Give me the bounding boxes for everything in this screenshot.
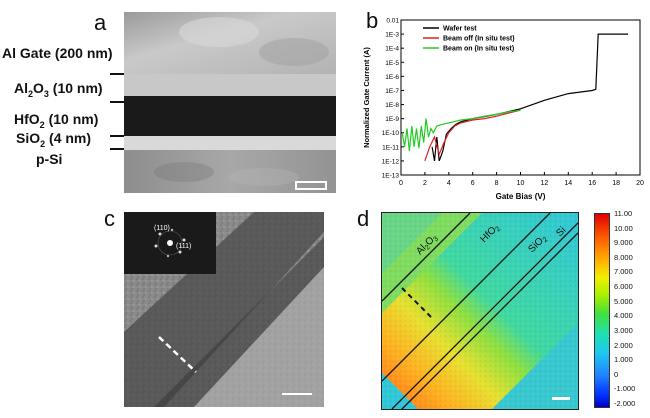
legend-entry: Beam off (In situ test) [443,36,515,43]
colorbar-label: 3.000 [614,325,633,335]
x-tick-label: 18 [612,180,620,187]
x-tick-label: 10 [517,180,525,187]
y-tick-label: 1E-5 [385,60,399,67]
tem-image-a [124,12,336,193]
panel-c-letter: c [104,206,115,231]
y-tick-label: 1E-8 [385,102,399,109]
series-line [431,33,628,162]
layer-tick [110,101,124,103]
colorbar-label: 2.000 [614,340,633,350]
colorbar-label: 6.000 [614,282,633,292]
x-tick-label: 12 [541,180,549,187]
y-tick-label: 1E-7 [385,88,399,95]
y-tick-label: 1E-13 [382,173,400,180]
colorbar-label: -1.000 [614,384,636,394]
x-tick-label: 2 [423,180,427,187]
layer-tick [110,73,124,75]
colorbar-label: 1.000 [614,355,633,365]
y-tick-label: 1E-9 [385,116,399,123]
legend-entry: Beam on (In situ test) [443,46,514,53]
hrtem-image-c-graphic: (110) (111) [124,212,324,407]
x-tick-label: 4 [447,180,451,187]
y-axis-label: Normalized Gate Current (A) [362,47,371,148]
colorbar-label: -2.000 [614,399,636,408]
plot-frame [400,19,641,176]
colorbar-label: 7.000 [614,267,633,277]
hrtem-image-c: (110) (111) [124,212,324,407]
eels-map-d-graphic: Al2O3 HfO2 SiO2 Si [382,213,578,409]
gate-current-chart: 0 2 4 6 8 10 12 14 16 18 20 1E-13 1E-12 1E-11 1E-10 1E-… [362,18,644,202]
colorbar-label: 8.000 [614,252,633,262]
legend-entry: Wafer test [443,26,477,33]
fft-label-110: (110) [154,225,170,232]
colorbar-label: 5.000 [614,296,633,306]
colorbar-label: 4.000 [614,311,633,321]
y-tick-label: 1E-10 [382,130,400,137]
eels-map-d: Al2O3 HfO2 SiO2 Si [381,212,579,410]
x-tick-label: 0 [399,180,403,187]
colorbar [594,213,610,408]
series-line [424,109,521,162]
y-tick-label: 1E-6 [385,74,399,81]
tem-image-a-graphic [124,12,336,193]
layer-label-sio2: SiO2 (4 nm) [16,130,92,149]
colorbar-label: 10.00 [614,223,633,233]
colorbar-label: 9.000 [614,238,633,248]
layer-tick [110,135,124,137]
x-tick-label: 20 [636,180,644,187]
layer-label-al-gate: Al Gate (200 nm) [2,45,113,61]
layer-label-p-si: p-Si [36,151,63,167]
x-tick-label: 16 [588,180,596,187]
x-tick-label: 6 [471,180,475,187]
fft-label-111: (111) [176,243,191,250]
x-tick-label: 8 [495,180,499,187]
colorbar-label: 11.00 [614,209,633,218]
region-label-al2o3: Al2O3 [414,232,440,258]
y-tick-label: 1E-3 [385,32,399,39]
y-tick-label: 1E-11 [382,144,399,151]
y-tick-label: 1E-12 [382,158,400,165]
colorbar-label: 0 [614,369,619,379]
x-tick-label: 14 [564,180,572,187]
panel-d-letter: d [357,206,370,231]
panel-b-letter: b [366,8,379,33]
x-axis-label: Gate Bias (V) [496,192,546,201]
series-line [401,109,521,152]
layer-label-al2o3: Al2O3 (10 nm) [14,80,103,99]
y-tick-label: 0.01 [386,18,399,25]
y-tick-label: 1E-4 [385,46,399,53]
layer-label-hfo2: HfO2 (10 nm) [14,111,99,130]
panel-a-letter: a [94,10,107,35]
layer-tick [110,148,124,150]
